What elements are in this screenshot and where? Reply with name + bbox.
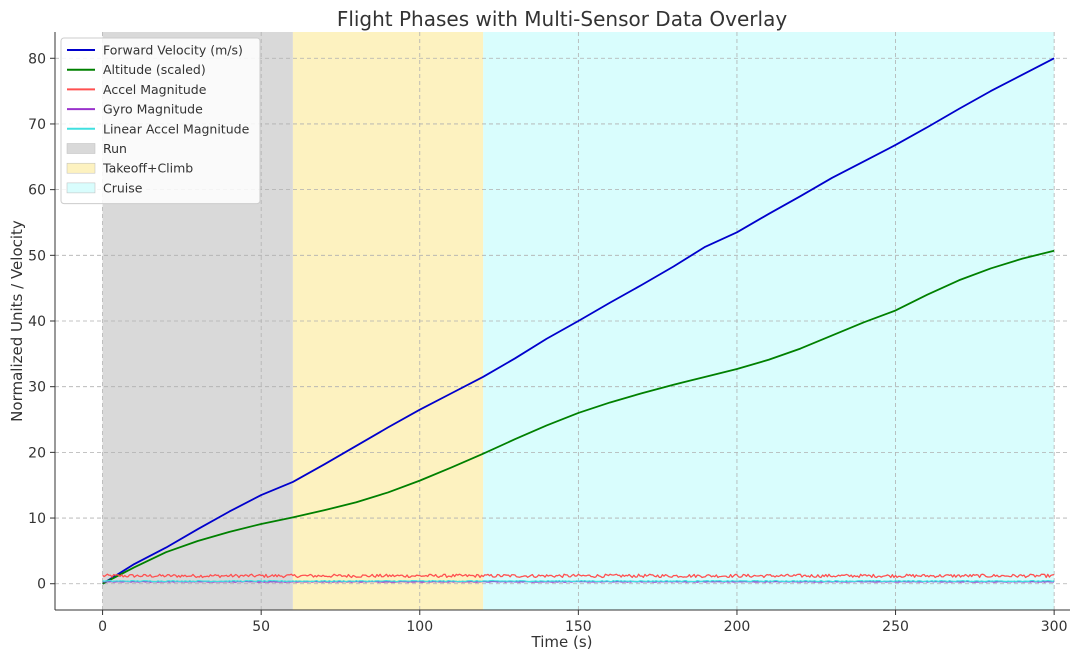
y-tick-label: 60 [28, 183, 46, 199]
series-line-accel-magnitude [102, 573, 1055, 579]
x-tick-label: 100 [406, 619, 433, 635]
legend-box [60, 37, 261, 205]
legend-label-altitude-scaled: Altitude (scaled) [103, 62, 206, 77]
tick-labels: 0 50 100 150 200 250 300 0 10 20 30 40 50 60 70 80 [28, 51, 1067, 635]
y-tick-label: 10 [28, 511, 46, 527]
legend-label-forward-velocity-m-s: Forward Velocity (m/s) [103, 43, 243, 58]
x-axis-label: Time (s) [531, 633, 593, 651]
y-tick-label: 0 [37, 577, 46, 593]
legend-label-accel-magnitude: Accel Magnitude [103, 82, 207, 97]
legend-swatch-cruise [66, 182, 96, 194]
y-tick-label: 20 [28, 445, 46, 461]
legend-label-gyro-magnitude: Gyro Magnitude [103, 102, 203, 117]
series-lines [102, 57, 1055, 585]
x-tick-label: 50 [252, 619, 270, 635]
x-tick-label: 200 [724, 619, 751, 635]
x-tick-label: 0 [98, 619, 107, 635]
legend-label-run: Run [103, 141, 127, 156]
y-tick-label: 40 [28, 314, 46, 330]
series-line-altitude-scaled [102, 249, 1055, 585]
legend-swatch-run [66, 143, 96, 154]
chart-title: Flight Phases with Multi-Sensor Data Ove… [337, 7, 788, 31]
y-axis-label: Normalized Units / Velocity [8, 220, 26, 422]
y-tick-label: 50 [28, 248, 46, 264]
legend-label-linear-accel-magnitude: Linear Accel Magnitude [103, 121, 250, 136]
legend: Forward Velocity (m/s) Altitude (scaled) A… [60, 37, 261, 205]
axes [50, 32, 1070, 615]
y-tick-label: 80 [28, 51, 46, 67]
legend-swatch-takeoff-climb [66, 162, 96, 174]
x-tick-label: 150 [565, 619, 592, 635]
legend-label-takeoff-climb: Takeoff+Climb [102, 161, 193, 176]
x-tick-label: 250 [882, 619, 909, 635]
y-tick-label: 70 [28, 117, 46, 133]
legend-label-cruise: Cruise [103, 180, 143, 195]
series-line-forward-velocity-m-s [102, 57, 1055, 585]
x-tick-label: 300 [1041, 619, 1068, 635]
y-tick-label: 30 [28, 380, 46, 396]
series-line-linear-accel-magnitude [102, 579, 1055, 583]
